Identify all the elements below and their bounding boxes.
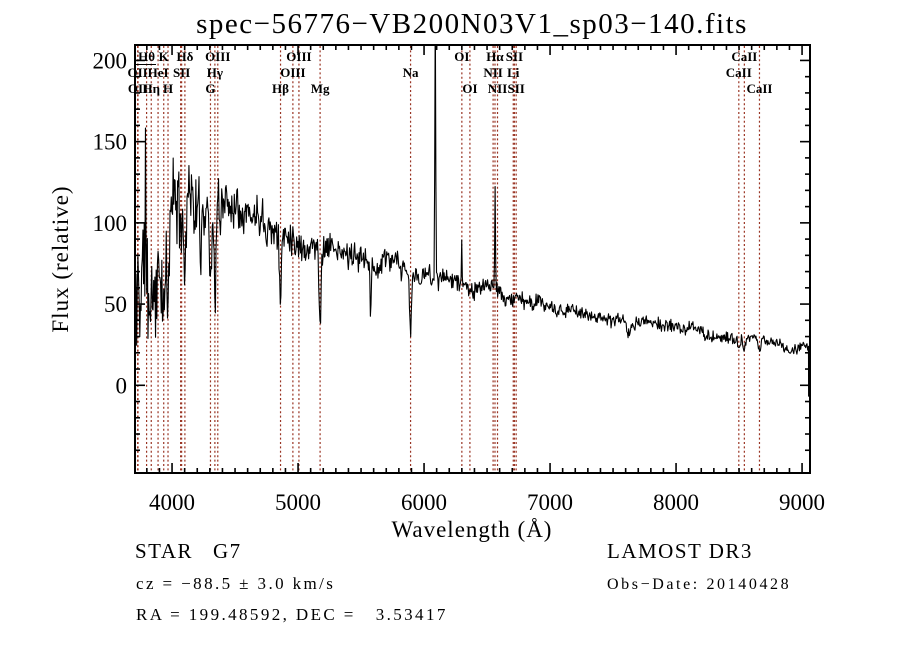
svg-text:Hβ: Hβ (272, 81, 289, 96)
svg-text:OI: OI (454, 49, 469, 64)
svg-text:100: 100 (93, 211, 128, 236)
plot-border (134, 44, 811, 474)
svg-text:SII: SII (173, 65, 190, 80)
svg-text:Li: Li (507, 65, 520, 80)
svg-text:NII: NII (488, 81, 508, 96)
svg-text:OIII: OIII (205, 49, 230, 64)
svg-text:50: 50 (104, 292, 127, 317)
obs-date: Obs−Date: 20140428 (607, 576, 791, 593)
svg-text:200: 200 (93, 48, 128, 73)
svg-text:4000: 4000 (149, 490, 195, 515)
svg-text:G: G (205, 81, 215, 96)
svg-text:9000: 9000 (779, 490, 825, 515)
classification-label: STAR (135, 539, 193, 563)
svg-text:150: 150 (93, 130, 128, 155)
spectral-line-markers (137, 46, 761, 472)
svg-text:7000: 7000 (527, 490, 573, 515)
svg-text:CaII: CaII (731, 49, 757, 64)
subclass-label: G7 (213, 539, 242, 563)
svg-text:6000: 6000 (401, 490, 447, 515)
x-axis-label: Wavelength (Å) (392, 517, 553, 542)
svg-text:Na: Na (403, 65, 419, 80)
svg-text:CaII: CaII (746, 81, 772, 96)
spectrum-trace (136, 45, 809, 397)
svg-text:8000: 8000 (653, 490, 699, 515)
svg-text:Hθ: Hθ (138, 49, 155, 64)
svg-text:OII: OII (128, 65, 148, 80)
y-axis-label: Flux (relative) (48, 185, 73, 332)
svg-text:OI: OI (462, 81, 477, 96)
svg-text:NII: NII (483, 65, 503, 80)
svg-text:HeI: HeI (148, 65, 169, 80)
svg-text:Hδ: Hδ (176, 49, 193, 64)
svg-text:Hα: Hα (486, 49, 504, 64)
svg-text:H: H (163, 81, 173, 96)
survey-label: LAMOST DR3 (607, 539, 753, 563)
svg-text:K: K (159, 49, 170, 64)
spectral-line-labels: OIIOIIHθHηHeIKHSIIHδGHγOIIIHβOIIIOIIIMgN… (128, 49, 773, 96)
svg-text:OII: OII (128, 81, 148, 96)
svg-text:CaII: CaII (726, 65, 752, 80)
plot-title: spec−56776−VB200N03V1_sp03−140.fits (196, 8, 748, 40)
svg-text:Hγ: Hγ (207, 65, 223, 80)
axis-ticks: 4000 5000 6000 7000 8000 9000 0 50 100 150 200 (93, 45, 825, 515)
svg-text:SII: SII (507, 81, 524, 96)
svg-text:OIII: OIII (280, 65, 305, 80)
svg-text:OIII: OIII (286, 49, 311, 64)
svg-text:Hη: Hη (143, 81, 161, 96)
ra-dec-value: RA = 199.48592, DEC = 3.53417 (136, 605, 448, 624)
cz-value: cz = −88.5 ± 3.0 km/s (136, 574, 335, 593)
svg-text:0: 0 (116, 373, 128, 398)
svg-text:SII: SII (506, 49, 523, 64)
svg-text:5000: 5000 (275, 490, 321, 515)
svg-text:Mg: Mg (311, 81, 330, 96)
